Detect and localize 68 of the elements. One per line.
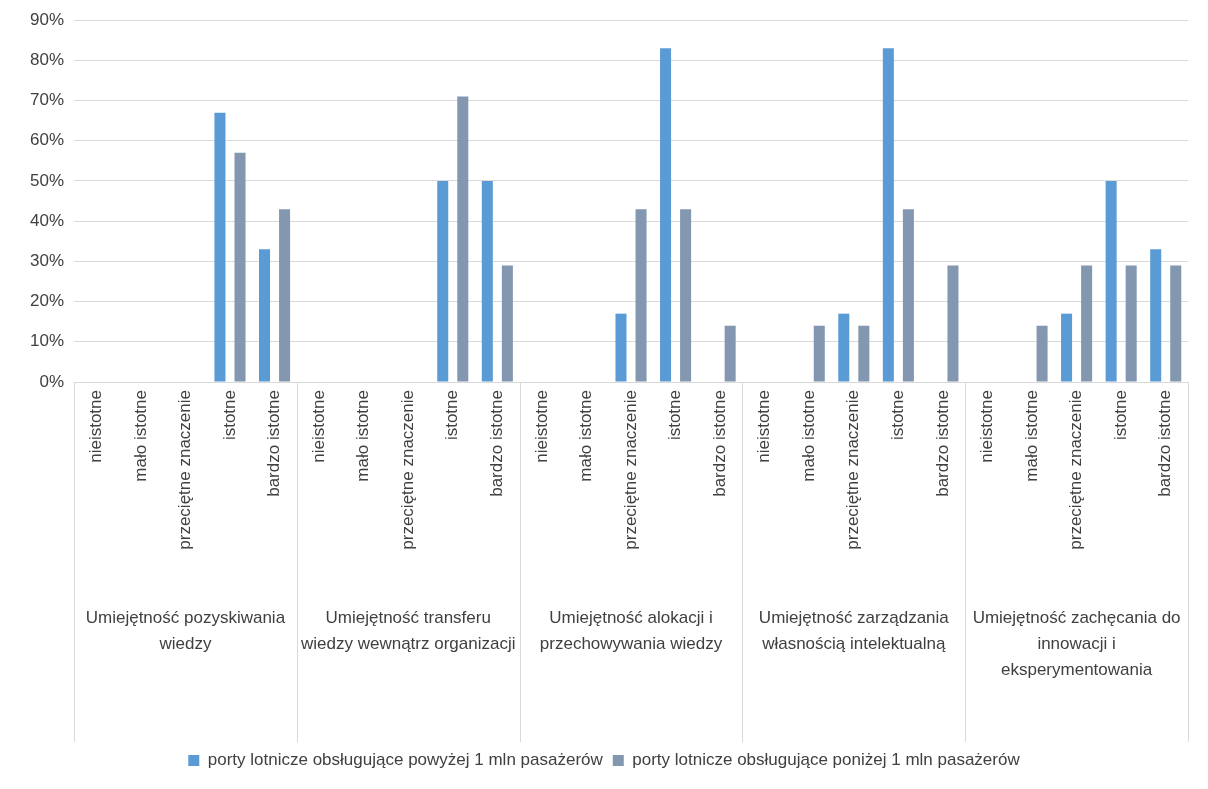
- bar: [902, 209, 914, 382]
- bar: [615, 313, 627, 382]
- x-tick-label: przeciętne znaczenie: [397, 390, 417, 550]
- x-tick-label: bardzo istotne: [709, 390, 729, 497]
- x-tick-label: istotne: [1110, 390, 1130, 441]
- text: Umiejętność alokacji i przechowywania wiedzy: [539, 608, 723, 654]
- bar: [1125, 265, 1137, 382]
- x-tick-label: przeciętne znaczenie: [620, 390, 640, 550]
- bar: [1150, 249, 1162, 382]
- x-tick-label: nieistotne: [977, 390, 997, 463]
- x-tick-label: nieistotne: [85, 390, 105, 463]
- x-tick-label: przeciętne znaczenie: [1066, 390, 1086, 550]
- x-tick-label: mało istotne: [576, 390, 596, 482]
- y-tick-label: 50%: [29, 170, 65, 190]
- bar: [214, 112, 226, 382]
- x-tick-label: nieistotne: [754, 390, 774, 463]
- bar: [635, 209, 647, 382]
- x-tick-label: nieistotne: [531, 390, 551, 463]
- text: Umiejętność zarządzania własnością intelektualną: [758, 608, 950, 654]
- x-tick-label: mało istotne: [130, 390, 150, 482]
- x-tick-label: przeciętne znaczenie: [843, 390, 863, 550]
- bar: [437, 181, 449, 382]
- bar: [259, 249, 271, 382]
- bar: [501, 265, 513, 382]
- text: Umiejętność transferu wiedzy wewnątrz organizacji: [299, 608, 516, 654]
- x-tick-label: mało istotne: [353, 390, 373, 482]
- x-tick-label: bardzo istotne: [264, 390, 284, 497]
- legend-label: porty lotnicze obsługujące poniżej 1 mln pasażerów: [632, 750, 1021, 770]
- text: Umiejętność pozyskiwania wiedzy: [85, 608, 286, 654]
- x-tick-label: istotne: [888, 390, 908, 441]
- legend-label: porty lotnicze obsługujące powyżej 1 mln pasażerów: [207, 750, 604, 770]
- x-tick-label: bardzo istotne: [932, 390, 952, 497]
- bar: [279, 209, 291, 382]
- bar: [1036, 325, 1048, 382]
- text: Umiejętność zachęcania do innowacji i eksperymentowania: [972, 608, 1181, 680]
- y-tick-label: 70%: [29, 90, 65, 110]
- y-tick-label: 40%: [29, 210, 65, 230]
- bar: [882, 48, 894, 382]
- x-tick-label: bardzo istotne: [1155, 390, 1175, 497]
- y-tick-label: 30%: [29, 251, 65, 271]
- bar: [724, 325, 736, 382]
- x-tick-label: bardzo istotne: [487, 390, 507, 497]
- y-tick-label: 80%: [29, 50, 65, 70]
- x-tick-label: nieistotne: [308, 390, 328, 463]
- y-tick-label: 60%: [29, 130, 65, 150]
- bar: [457, 96, 469, 382]
- y-tick-label: 20%: [29, 291, 65, 311]
- bar: [813, 325, 825, 382]
- x-tick-label: istotne: [219, 390, 239, 441]
- bar: [680, 209, 692, 382]
- x-tick-label: mało istotne: [798, 390, 818, 482]
- x-tick-label: przeciętne znaczenie: [175, 390, 195, 550]
- x-tick-label: istotne: [442, 390, 462, 441]
- bar: [481, 181, 493, 382]
- bar: [947, 265, 959, 382]
- bar: [838, 313, 850, 382]
- bar: [1170, 265, 1182, 382]
- bar: [1105, 181, 1117, 382]
- bar: [234, 152, 246, 382]
- y-tick-label: 0%: [39, 371, 65, 391]
- bar: [1081, 265, 1093, 382]
- y-tick-label: 10%: [29, 331, 65, 351]
- x-tick-label: istotne: [665, 390, 685, 441]
- bar: [1061, 313, 1073, 382]
- bar: [660, 48, 672, 382]
- y-tick-label: 90%: [29, 9, 65, 29]
- x-tick-label: mało istotne: [1021, 390, 1041, 482]
- bar: [858, 325, 870, 382]
